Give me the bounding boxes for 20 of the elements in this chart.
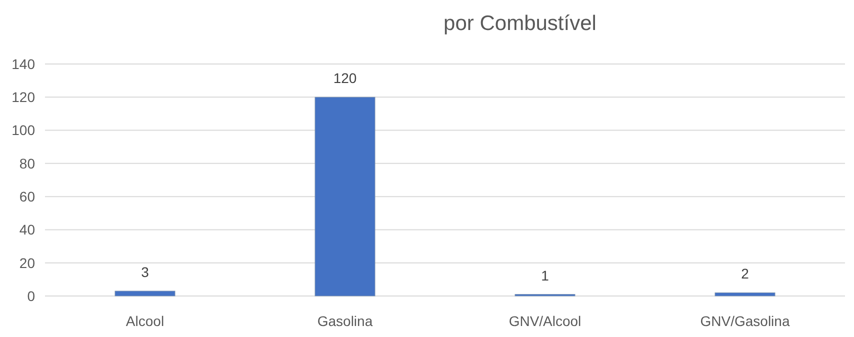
y-tick-label: 20 — [19, 254, 36, 271]
data-label: 120 — [333, 70, 357, 86]
y-tick-label: 60 — [19, 188, 36, 204]
bar — [314, 96, 376, 296]
y-tick-label: 120 — [12, 89, 36, 106]
y-tick-label: 140 — [12, 56, 36, 72]
x-tick-label: GNV/Alcool — [508, 313, 582, 329]
data-label: 3 — [141, 264, 150, 280]
bar — [114, 290, 176, 296]
bar — [714, 292, 776, 296]
y-tick-label: 100 — [12, 122, 36, 138]
data-label: 2 — [741, 266, 750, 282]
y-tick-label: 80 — [19, 155, 36, 172]
y-tick-label: 40 — [19, 222, 36, 238]
x-tick-label: Gasolina — [317, 313, 373, 329]
x-tick-label: GNV/Gasolina — [700, 313, 790, 329]
data-label: 1 — [541, 267, 550, 284]
x-tick-label: Alcool — [126, 313, 164, 329]
y-tick-label: 0 — [27, 288, 36, 304]
chart-title: por Combustível — [444, 12, 596, 35]
